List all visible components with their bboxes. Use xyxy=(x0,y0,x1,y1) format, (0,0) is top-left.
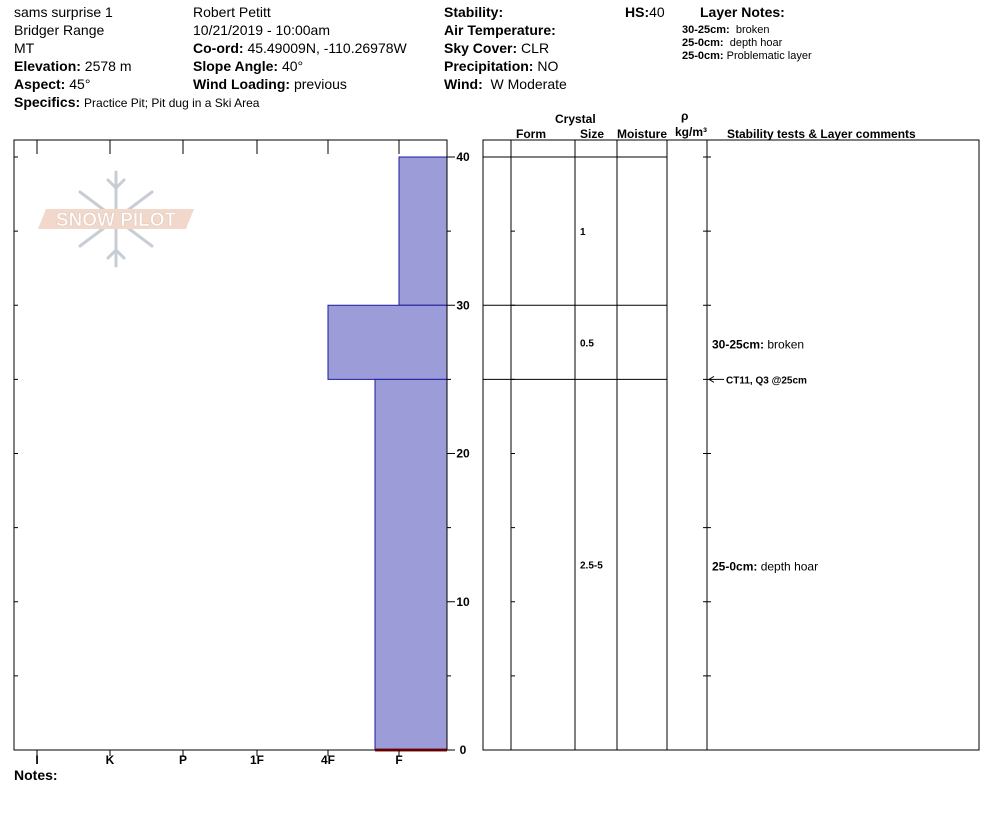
layer-comment-text: broken xyxy=(767,337,804,351)
snow-height: HS:40 xyxy=(625,4,665,20)
slope-value: 40° xyxy=(281,58,304,74)
layer-comment: 25-0cm: depth hoar xyxy=(712,560,818,574)
wind: Wind: W Moderate xyxy=(444,76,567,92)
state: MT xyxy=(14,40,35,56)
datetime: 10/21/2019 - 10:00am xyxy=(193,22,330,38)
depth-tick-label: 0 xyxy=(460,743,467,757)
layer-comment-range: 25-0cm: xyxy=(712,560,761,574)
stability-test-label: CT11, Q3 @25cm xyxy=(726,375,807,386)
moisture-header: Moisture xyxy=(617,127,668,141)
coordinates: Co-ord: 45.49009N, -110.26978W xyxy=(193,40,407,56)
specifics-label: Specifics: xyxy=(14,94,81,110)
hs-value: 40 xyxy=(649,4,665,20)
layer-note: 30-25cm: broken xyxy=(682,24,770,36)
layer-notes-label: Layer Notes: xyxy=(700,4,785,20)
hardness-tick-label: P xyxy=(179,753,187,767)
hardness-bar xyxy=(327,304,448,380)
hardness-graph-frame xyxy=(13,139,448,751)
mountain-range: Bridger Range xyxy=(14,22,105,38)
rho-header: ρ xyxy=(681,109,689,123)
sky-label: Sky Cover: xyxy=(444,40,518,56)
aspect-value: 45° xyxy=(69,76,91,92)
crystal-size: 1 xyxy=(580,227,586,238)
coord-label: Co-ord: xyxy=(193,40,244,56)
layer-note: 25-0cm: depth hoar xyxy=(682,37,783,49)
hardness-bar xyxy=(398,156,448,306)
wind-loading-value: previous xyxy=(293,76,347,92)
depth-tick-label: 30 xyxy=(456,298,470,312)
form-header: Form xyxy=(516,127,546,141)
aspect-label: Aspect: xyxy=(14,76,66,92)
wind-value: W Moderate xyxy=(490,76,567,92)
layer-comment-text: depth hoar xyxy=(761,560,818,574)
crystal-header: Crystal xyxy=(555,112,596,126)
layer-comment: 30-25cm: broken xyxy=(712,337,804,351)
stability-comments-header: Stability tests & Layer comments xyxy=(727,127,916,141)
hardness-tick-label: 4F xyxy=(321,753,335,767)
snowpilot-logo: SNOW PILOT xyxy=(38,170,194,268)
hardness-tick-label: 1F xyxy=(250,753,264,767)
elevation-value: 2578 m xyxy=(84,58,132,74)
elevation-label: Elevation: xyxy=(14,58,81,74)
elevation: Elevation: 2578 m xyxy=(14,58,132,74)
precip-label: Precipitation: xyxy=(444,58,534,74)
sky-value: CLR xyxy=(521,40,550,56)
density-unit-header: kg/m³ xyxy=(675,125,708,139)
hardness-bar xyxy=(374,378,448,751)
precipitation: Precipitation: NO xyxy=(444,58,558,74)
depth-tick-label: 20 xyxy=(456,447,470,461)
specifics-value: Practice Pit; Pit dug in a Ski Area xyxy=(84,96,260,110)
precip-value: NO xyxy=(537,58,559,74)
air-temp-label: Air Temperature: xyxy=(444,22,556,38)
logo-text: SNOW PILOT xyxy=(56,210,177,231)
layer-comment-range: 30-25cm: xyxy=(712,337,767,351)
depth-tick-label: 10 xyxy=(456,595,470,609)
hardness-tick-label: I xyxy=(35,753,38,767)
layer-note: 25-0cm: Problematic layer xyxy=(682,50,812,62)
sky-cover: Sky Cover: CLR xyxy=(444,40,549,56)
observer: Robert Petitt xyxy=(193,4,271,20)
wind-loading: Wind Loading: previous xyxy=(193,76,347,92)
wind-label: Wind: xyxy=(444,76,483,92)
aspect: Aspect: 45° xyxy=(14,76,90,92)
coord-value: 45.49009N, -110.26978W xyxy=(247,40,407,56)
hs-label: HS: xyxy=(625,4,650,20)
crystal-size: 2.5-5 xyxy=(580,561,603,572)
wind-loading-label: Wind Loading: xyxy=(193,76,291,92)
hardness-tick-label: K xyxy=(106,753,115,767)
stability-test-arrowhead xyxy=(708,375,715,383)
slope-angle: Slope Angle: 40° xyxy=(193,58,303,74)
stability-label: Stability: xyxy=(444,4,504,20)
hardness-tick-label: F xyxy=(395,753,402,767)
layer-table-frame xyxy=(482,139,980,751)
size-header: Size xyxy=(580,127,605,141)
specifics: Specifics: Practice Pit; Pit dug in a Sk… xyxy=(14,94,259,111)
pit-name: sams surprise 1 xyxy=(14,4,113,20)
crystal-size: 0.5 xyxy=(580,338,594,349)
notes-label: Notes: xyxy=(14,767,58,783)
depth-tick-label: 40 xyxy=(456,150,470,164)
slope-label: Slope Angle: xyxy=(193,58,279,74)
